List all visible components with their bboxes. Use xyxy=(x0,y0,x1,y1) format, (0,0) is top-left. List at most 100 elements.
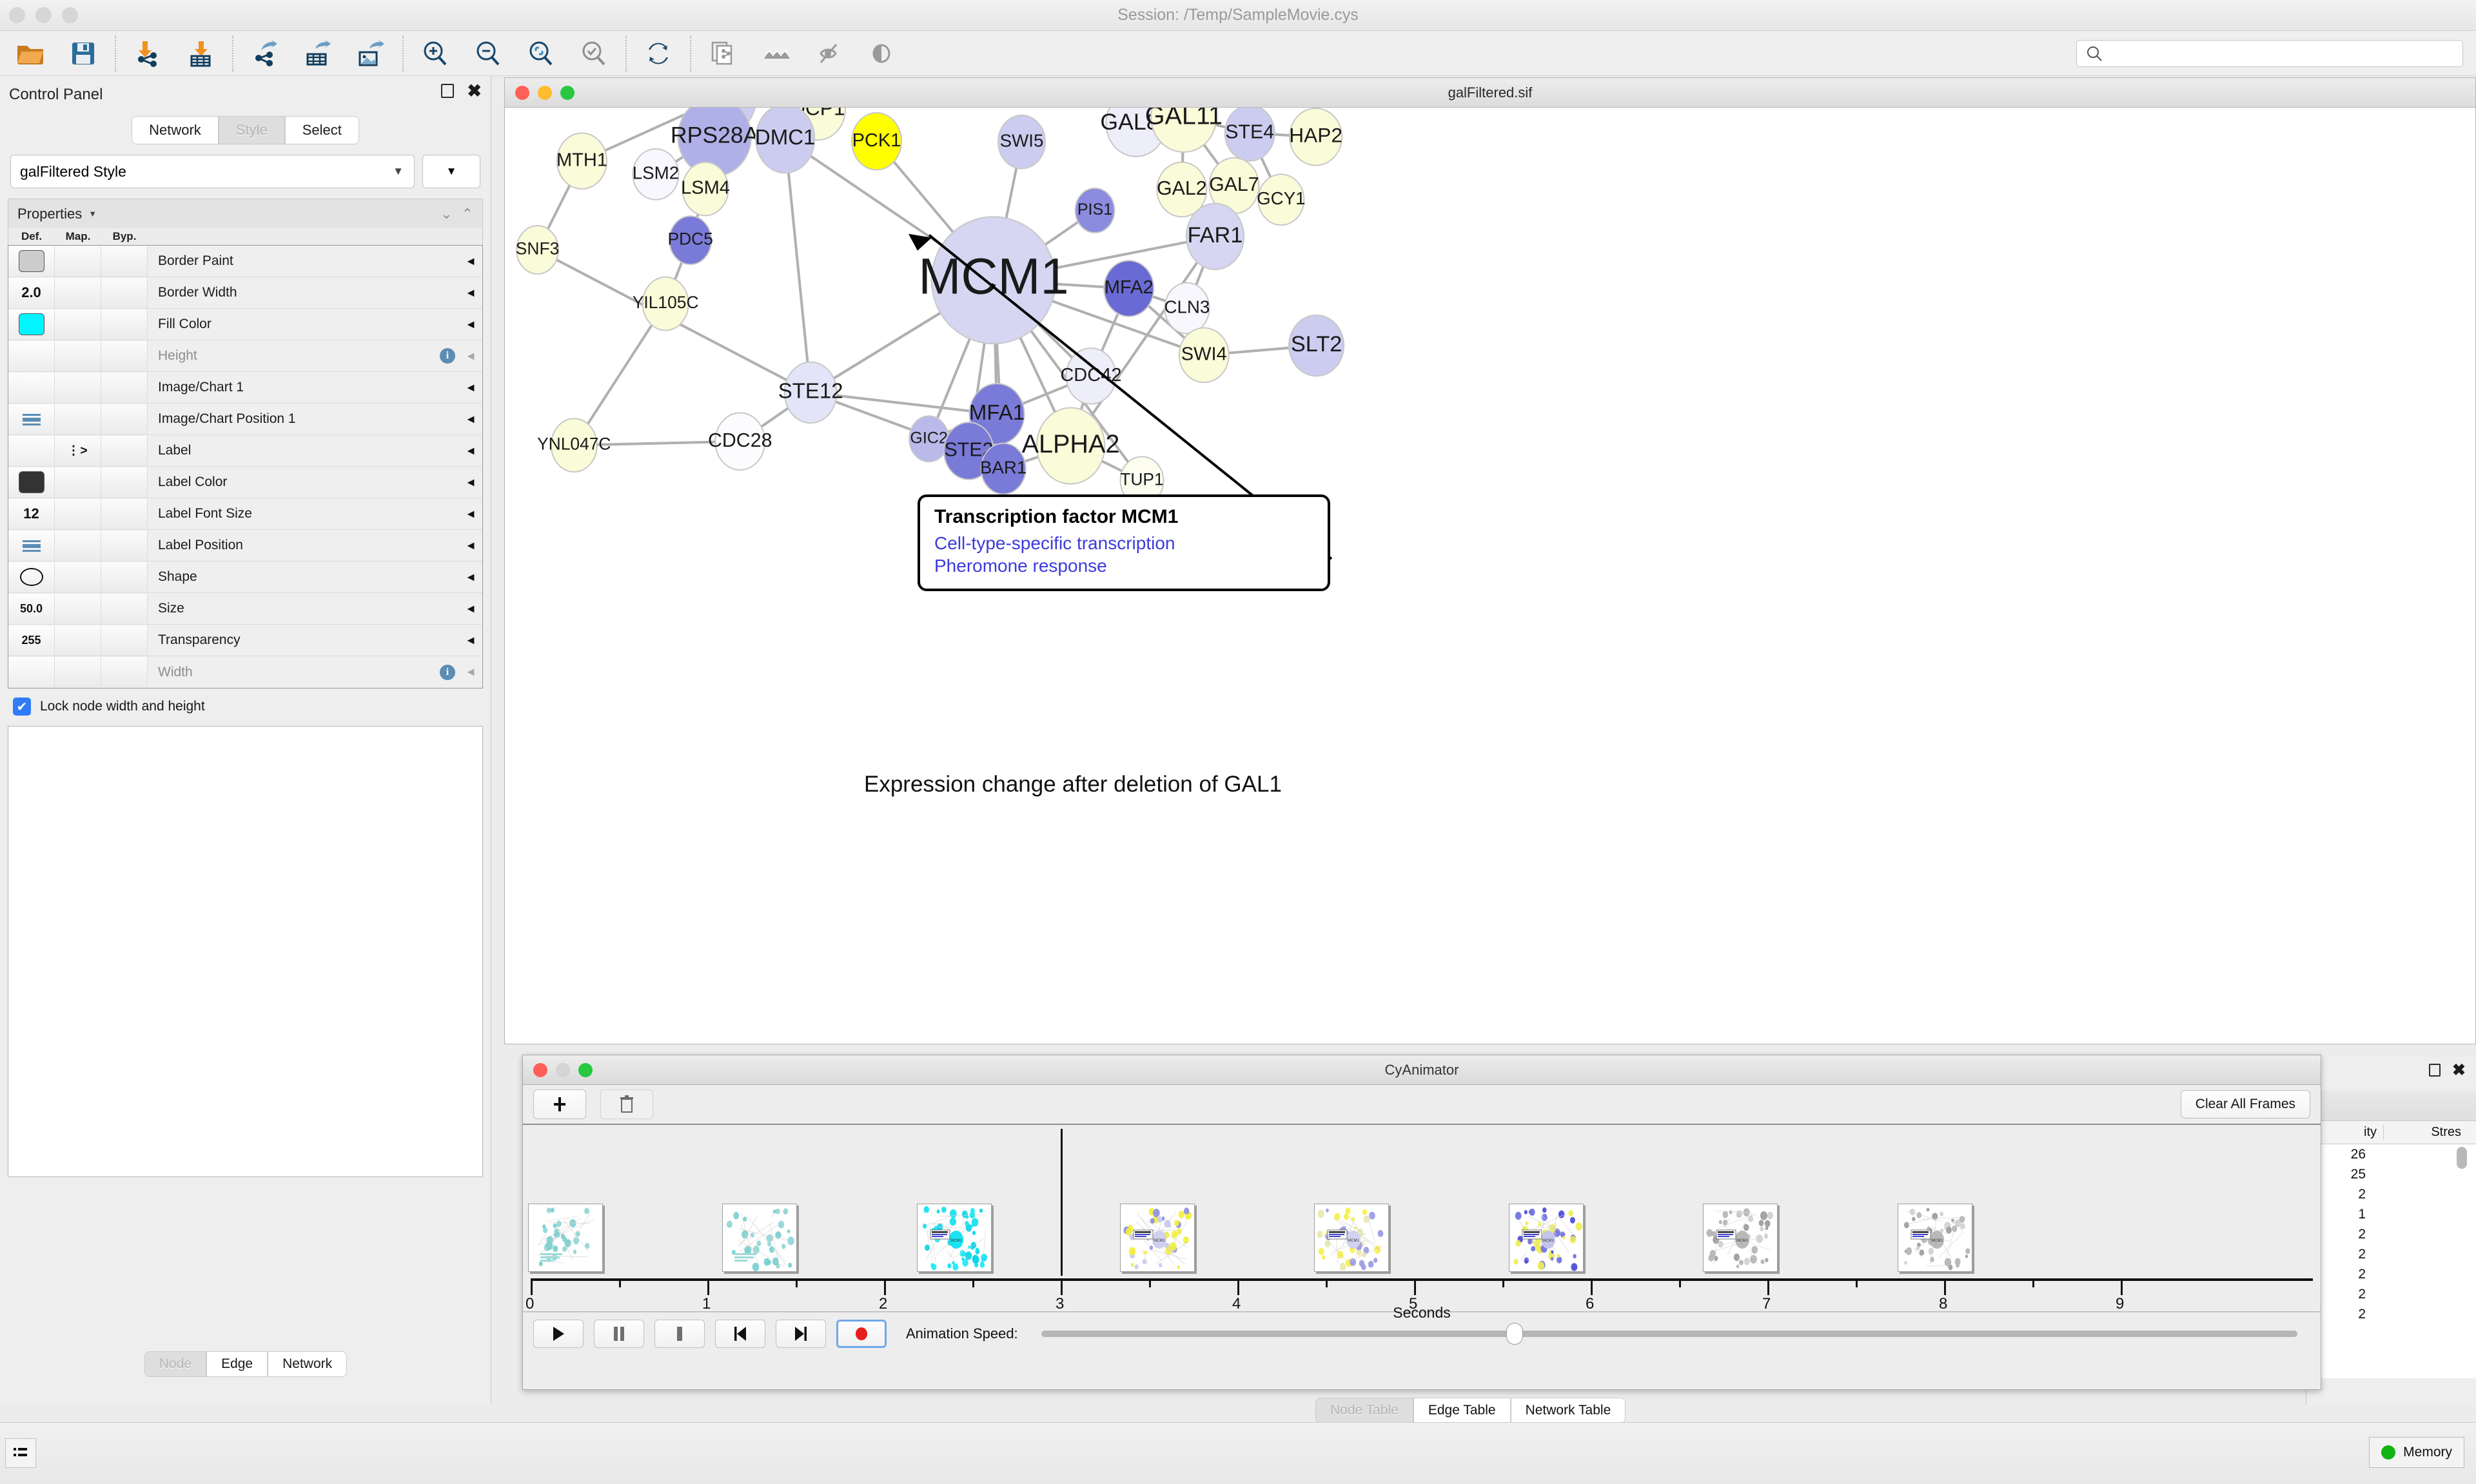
animation-timeline[interactable]: 0 1 2 3 4 5 6 7 8 9 MCM1 MCM1 MCM1 MCM1 MCM1 MCM1 Seco… xyxy=(523,1125,2321,1321)
property-row[interactable]: Image/Chart Position 1 ◄ xyxy=(8,404,482,435)
property-row[interactable]: 50.0 Size ◄ xyxy=(8,593,482,625)
expand-arrow-icon[interactable]: ◄ xyxy=(465,444,477,457)
control-panel-minimize-icon[interactable] xyxy=(441,84,455,98)
property-row[interactable]: Label Color ◄ xyxy=(8,467,482,498)
tab-node-table[interactable]: Node Table xyxy=(1315,1398,1413,1423)
property-default-cell[interactable] xyxy=(8,530,55,561)
property-mapping-cell[interactable] xyxy=(55,246,101,277)
network-node[interactable]: LSM2 xyxy=(632,148,680,200)
network-node[interactable]: DMC1 xyxy=(755,108,816,174)
property-bypass-cell[interactable] xyxy=(101,657,148,687)
zoom-out-icon[interactable] xyxy=(462,32,515,75)
search-input[interactable] xyxy=(2109,46,2444,61)
show-icon[interactable] xyxy=(855,32,908,75)
property-mapping-cell[interactable] xyxy=(55,309,101,340)
property-mapping-cell[interactable] xyxy=(55,372,101,403)
pause-button[interactable] xyxy=(594,1319,644,1348)
expand-arrow-icon[interactable]: ◄ xyxy=(465,538,477,552)
timeline-frame[interactable] xyxy=(528,1204,603,1272)
color-swatch[interactable] xyxy=(18,313,44,335)
property-mapping-cell[interactable] xyxy=(55,561,101,592)
property-default-cell[interactable]: 2.0 xyxy=(8,277,55,308)
window-minimize-dot[interactable] xyxy=(556,1063,570,1077)
export-image-icon[interactable] xyxy=(344,32,397,75)
chevron-down-icon[interactable]: ▼ xyxy=(88,209,97,219)
table-row[interactable]: 2 xyxy=(2306,1244,2476,1264)
property-mapping-cell[interactable] xyxy=(55,530,101,561)
property-bypass-cell[interactable] xyxy=(101,498,148,529)
network-node[interactable]: PDC5 xyxy=(667,215,713,266)
window-minimize-dot[interactable] xyxy=(35,7,52,23)
position-icon[interactable] xyxy=(22,414,41,425)
property-bypass-cell[interactable] xyxy=(101,277,148,308)
property-mapping-cell[interactable] xyxy=(55,657,101,687)
position-icon[interactable] xyxy=(22,540,41,552)
network-node[interactable]: MTH1 xyxy=(556,132,607,190)
property-row[interactable]: Label Position ◄ xyxy=(8,530,482,561)
skip-start-button[interactable] xyxy=(715,1319,765,1348)
network-node[interactable]: SWI5 xyxy=(997,114,1046,170)
property-mapping-cell[interactable]: ⋮> xyxy=(55,435,101,466)
clear-all-frames-button[interactable]: Clear All Frames xyxy=(2180,1090,2310,1118)
add-frame-button[interactable] xyxy=(533,1089,586,1119)
tab-select[interactable]: Select xyxy=(284,116,359,144)
property-mapping-cell[interactable] xyxy=(55,404,101,434)
control-panel-close-icon[interactable]: ✖ xyxy=(467,81,482,101)
table-row[interactable]: 2 xyxy=(2306,1284,2476,1304)
property-row[interactable]: Fill Color ◄ xyxy=(8,309,482,340)
network-node[interactable]: CLN3 xyxy=(1164,282,1210,335)
lock-node-checkbox[interactable]: ✔ xyxy=(13,698,31,716)
table-row[interactable]: 2 xyxy=(2306,1224,2476,1244)
stop-button[interactable] xyxy=(654,1319,705,1348)
table-row[interactable]: 2 xyxy=(2306,1264,2476,1284)
property-default-cell[interactable]: 255 xyxy=(8,625,55,656)
import-table-icon[interactable] xyxy=(174,32,227,75)
network-node[interactable]: STE4 xyxy=(1224,108,1275,162)
memory-status-button[interactable]: Memory xyxy=(2369,1437,2464,1468)
property-mapping-cell[interactable] xyxy=(55,625,101,656)
node-table[interactable]: ity Stres 26 25 2 1 2 2 2 2 2 xyxy=(2306,1120,2476,1378)
property-default-cell[interactable]: 12 xyxy=(8,498,55,529)
network-canvas[interactable]: RPS28BDCP1RPS28ADMC1PCK1SWI5GAL80GAL11ST… xyxy=(505,108,2475,1044)
network-node[interactable]: STE12 xyxy=(778,361,843,424)
property-mapping-cell[interactable] xyxy=(55,498,101,529)
delete-frame-button[interactable] xyxy=(600,1089,653,1119)
property-mapping-cell[interactable] xyxy=(55,340,101,371)
timeline-frame[interactable]: MCM1 xyxy=(1508,1204,1584,1272)
layout-icon[interactable] xyxy=(749,32,802,75)
table-scrollbar[interactable] xyxy=(2457,1147,2467,1169)
expand-arrow-icon[interactable]: ◄ xyxy=(465,380,477,394)
network-node[interactable]: TUP1 xyxy=(1119,456,1164,506)
property-bypass-cell[interactable] xyxy=(101,309,148,340)
save-session-icon[interactable] xyxy=(57,32,110,75)
network-node[interactable]: MCM1 xyxy=(918,216,1069,345)
property-row[interactable]: Border Paint ◄ xyxy=(8,246,482,277)
expand-arrow-icon[interactable]: ◄ xyxy=(465,254,477,268)
window-zoom-dot[interactable] xyxy=(560,86,575,100)
network-node[interactable]: ALPHA2 xyxy=(1022,407,1120,485)
table-row[interactable]: 25 xyxy=(2306,1164,2476,1184)
color-swatch[interactable] xyxy=(18,471,44,493)
property-bypass-cell[interactable] xyxy=(101,593,148,624)
new-network-icon[interactable] xyxy=(696,32,749,75)
property-default-cell[interactable] xyxy=(8,309,55,340)
window-close-dot[interactable] xyxy=(9,7,25,23)
property-default-cell[interactable] xyxy=(8,372,55,403)
style-options-button[interactable]: ▼ xyxy=(422,155,480,188)
cyanimator-window-controls[interactable] xyxy=(533,1063,593,1077)
network-node[interactable]: SLT2 xyxy=(1288,314,1345,377)
window-controls[interactable] xyxy=(9,7,78,23)
network-node[interactable]: GIC2 xyxy=(909,415,950,463)
ellipse-shape-icon[interactable] xyxy=(19,568,43,586)
zoom-fit-icon[interactable] xyxy=(515,32,567,75)
refresh-icon[interactable] xyxy=(632,32,685,75)
property-default-cell[interactable] xyxy=(8,246,55,277)
mapping-icon[interactable]: ⋮> xyxy=(67,444,88,458)
property-default-cell[interactable] xyxy=(8,657,55,687)
tab-edge-table[interactable]: Edge Table xyxy=(1413,1398,1511,1423)
tab-node[interactable]: Node xyxy=(144,1351,207,1377)
expand-arrow-icon[interactable]: ◄ xyxy=(465,317,477,331)
property-bypass-cell[interactable] xyxy=(101,530,148,561)
property-bypass-cell[interactable] xyxy=(101,625,148,656)
record-button[interactable] xyxy=(836,1319,887,1348)
